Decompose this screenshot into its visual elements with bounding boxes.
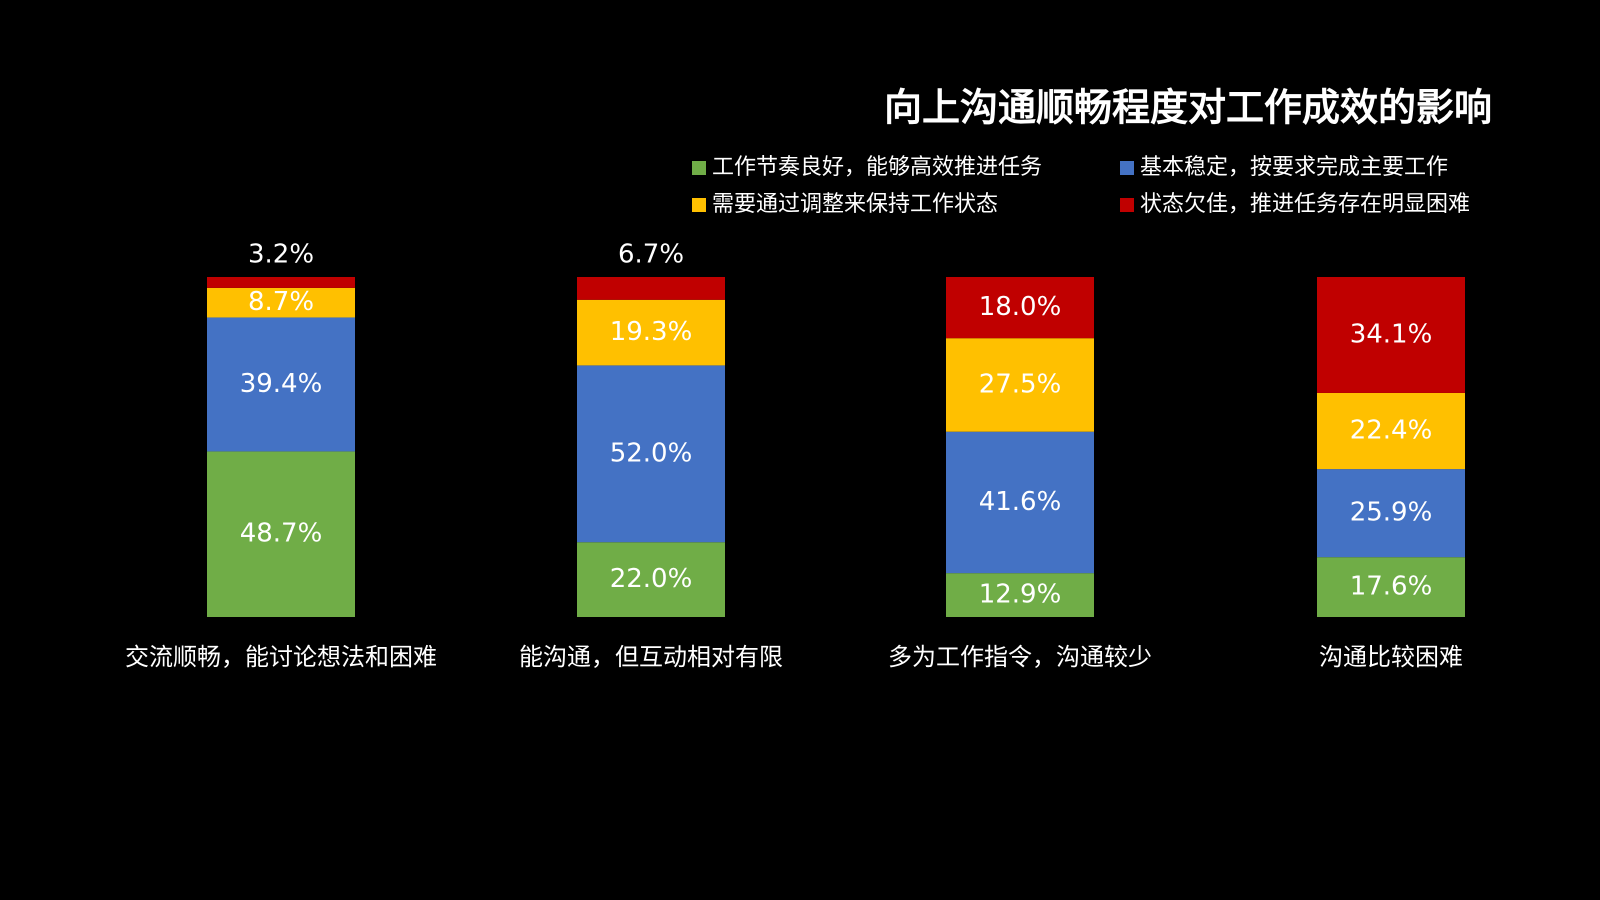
bar-segment xyxy=(207,451,355,617)
bar-segment xyxy=(946,338,1094,432)
bar-segment xyxy=(1317,392,1465,470)
legend-swatch xyxy=(692,161,706,175)
bar-segment xyxy=(946,573,1094,617)
data-label: 18.0% xyxy=(979,292,1062,322)
data-label: 52.0% xyxy=(610,438,693,468)
bar-segment xyxy=(577,299,725,366)
bar-segment xyxy=(207,287,355,318)
data-label: 41.6% xyxy=(979,487,1062,517)
data-label: 22.0% xyxy=(610,564,693,594)
bar-segment xyxy=(946,277,1094,339)
bar-segment xyxy=(577,542,725,617)
data-label: 6.7% xyxy=(618,240,684,270)
data-label: 39.4% xyxy=(240,369,323,399)
data-label: 25.9% xyxy=(1350,498,1433,528)
bar-segment xyxy=(1317,277,1465,393)
data-label: 8.7% xyxy=(248,287,314,317)
data-label: 27.5% xyxy=(979,369,1062,399)
bar-segment xyxy=(207,277,355,288)
bar-segment xyxy=(577,365,725,543)
x-tick-label: 交流顺畅，能讨论想法和困难 xyxy=(125,643,437,671)
legend-swatch xyxy=(1120,198,1134,212)
chart-title: 向上沟通顺畅程度对工作成效的影响 xyxy=(884,86,1492,130)
legend-label: 工作节奏良好，能够高效推进任务 xyxy=(712,155,1042,180)
x-tick-label: 沟通比较困难 xyxy=(1319,643,1463,671)
data-label: 12.9% xyxy=(979,580,1062,610)
legend-label: 基本稳定，按要求完成主要工作 xyxy=(1140,155,1448,180)
x-tick-label: 能沟通，但互动相对有限 xyxy=(519,643,783,671)
legend-label: 需要通过调整来保持工作状态 xyxy=(712,192,998,217)
data-label: 34.1% xyxy=(1350,319,1433,349)
data-label: 17.6% xyxy=(1350,572,1433,602)
data-label: 3.2% xyxy=(248,240,314,270)
x-tick-label: 多为工作指令，沟通较少 xyxy=(888,643,1152,671)
bar-segment xyxy=(946,431,1094,574)
bar-segment xyxy=(1317,557,1465,617)
data-label: 19.3% xyxy=(610,317,693,347)
legend-swatch xyxy=(1120,161,1134,175)
bar-segment xyxy=(207,317,355,452)
bar-segment xyxy=(577,277,725,300)
data-label: 48.7% xyxy=(240,519,323,549)
bar-segment xyxy=(1317,469,1465,558)
legend-swatch xyxy=(692,198,706,212)
data-label: 22.4% xyxy=(1350,416,1433,446)
legend-label: 状态欠佳，推进任务存在明显困难 xyxy=(1140,192,1470,217)
